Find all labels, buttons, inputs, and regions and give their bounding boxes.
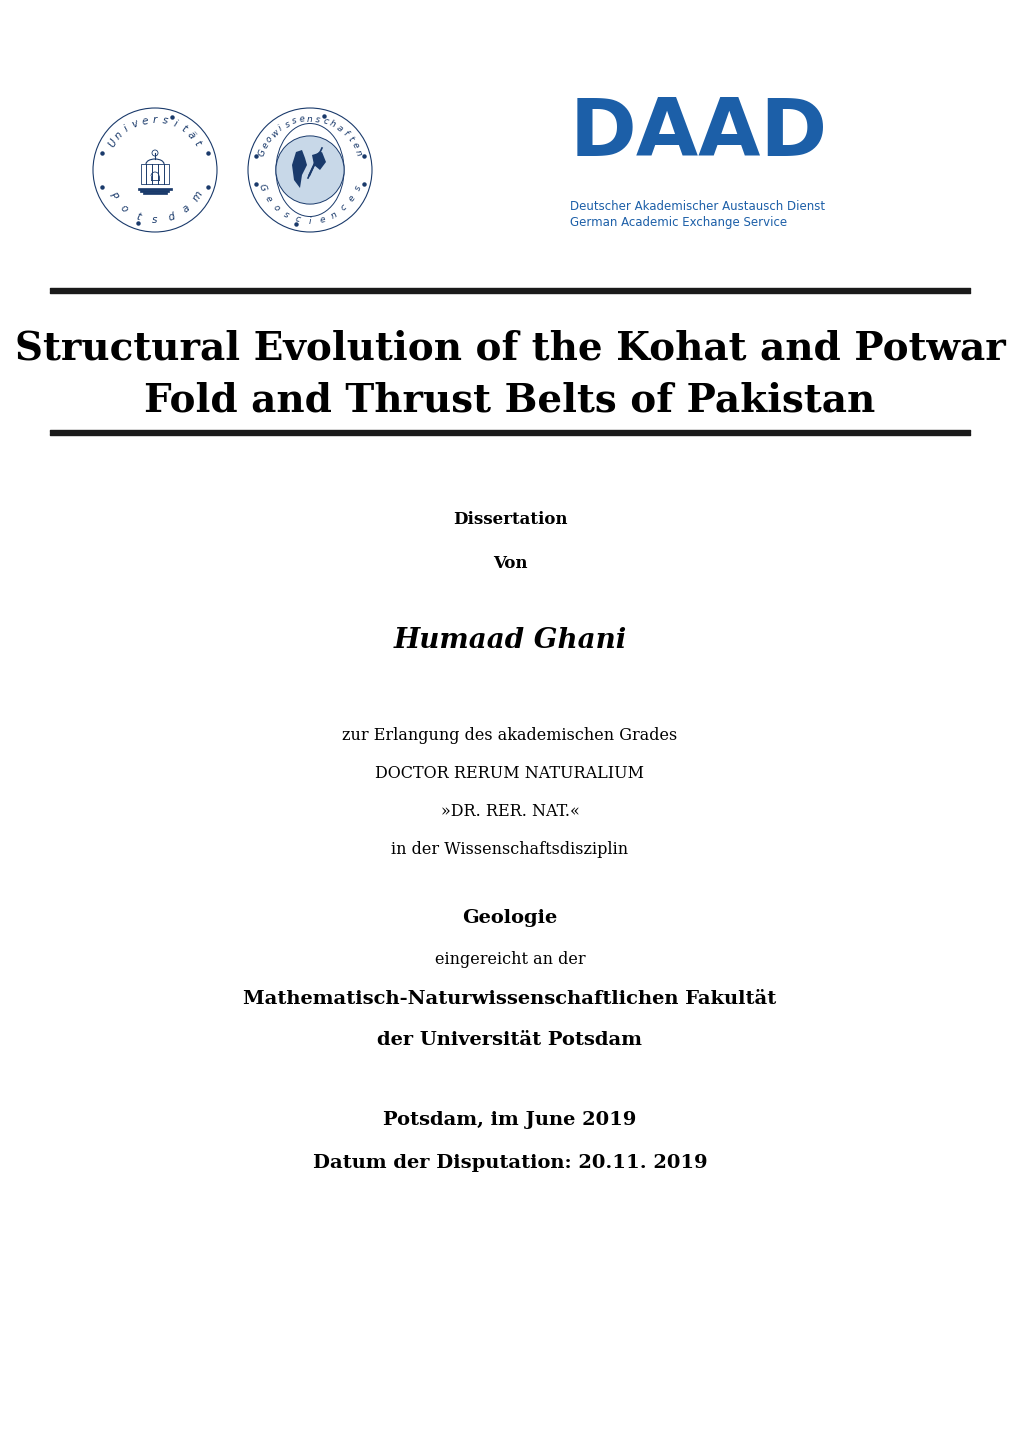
Text: c: c [339,203,348,213]
Bar [141,190,169,192]
Text: m: m [191,189,204,203]
Text: o: o [271,203,280,213]
Text: G: G [257,183,267,192]
Text: v: v [130,118,140,130]
Text: U: U [106,137,119,150]
Text: t: t [178,124,187,134]
Text: der Universität Potsdam: der Universität Potsdam [377,1031,642,1048]
Text: d: d [167,212,176,224]
Text: s: s [152,215,158,225]
Text: f: f [340,128,350,137]
Text: n: n [329,209,338,221]
Text: i: i [277,124,284,133]
Text: i: i [122,124,130,134]
Text: Datum der Disputation: 20.11. 2019: Datum der Disputation: 20.11. 2019 [313,1154,706,1172]
Text: c: c [293,215,301,225]
Text: P: P [107,192,118,202]
Bar [143,192,167,195]
Text: n: n [113,130,124,141]
Text: s: s [290,117,298,127]
Bar [141,164,169,185]
Text: t: t [345,134,355,143]
Text: i: i [171,118,177,130]
Text: t: t [192,138,203,149]
Text: e: e [141,115,149,127]
Text: DAAD: DAAD [570,95,827,173]
Text: c: c [321,117,329,127]
Text: Fold and Thrust Belts of Pakistan: Fold and Thrust Belts of Pakistan [145,381,874,420]
Text: Dissertation: Dissertation [452,512,567,529]
Text: Mathematisch-Naturwissenschaftlichen Fakultät: Mathematisch-Naturwissenschaftlichen Fak… [244,991,775,1008]
Text: Structural Evolution of the Kohat and Potwar: Structural Evolution of the Kohat and Po… [14,329,1005,368]
Text: Potsdam, im June 2019: Potsdam, im June 2019 [383,1110,636,1129]
Text: a: a [180,203,192,215]
Text: ä: ä [185,130,197,141]
Circle shape [275,136,343,205]
Text: e: e [346,193,358,203]
Text: n: n [353,149,363,157]
Text: zur Erlangung des akademischen Grades: zur Erlangung des akademischen Grades [342,727,677,744]
Text: Geologie: Geologie [462,908,557,927]
Text: German Academic Exchange Service: German Academic Exchange Service [570,216,787,229]
Text: s: s [353,183,363,192]
Text: t: t [135,212,142,222]
Text: o: o [118,203,129,215]
Text: w: w [269,127,280,138]
Text: e: e [318,215,326,225]
Text: s: s [315,115,321,124]
Polygon shape [312,151,326,170]
Text: G: G [257,147,267,157]
Text: e: e [299,115,306,124]
Bar [138,187,172,190]
Text: h: h [328,118,337,130]
Text: s: s [283,120,291,130]
Text: s: s [161,115,168,127]
Text: r: r [153,115,157,125]
Text: e: e [350,141,360,150]
Text: in der Wissenschaftsdisziplin: in der Wissenschaftsdisziplin [391,841,628,858]
Text: »DR. RER. NAT.«: »DR. RER. NAT.« [440,803,579,819]
Text: o: o [264,134,274,144]
Text: n: n [307,114,313,124]
Text: e: e [262,193,273,203]
Text: Von: Von [492,555,527,571]
Text: eingereicht an der: eingereicht an der [434,952,585,969]
Text: Humaad Ghani: Humaad Ghani [393,626,626,653]
Text: Deutscher Akademischer Austausch Dienst: Deutscher Akademischer Austausch Dienst [570,200,824,213]
Text: e: e [260,141,270,150]
Text: s: s [281,211,290,221]
Polygon shape [291,150,307,187]
Text: DOCTOR RERUM NATURALIUM: DOCTOR RERUM NATURALIUM [375,764,644,782]
Text: i: i [309,216,311,225]
Text: a: a [334,123,343,134]
